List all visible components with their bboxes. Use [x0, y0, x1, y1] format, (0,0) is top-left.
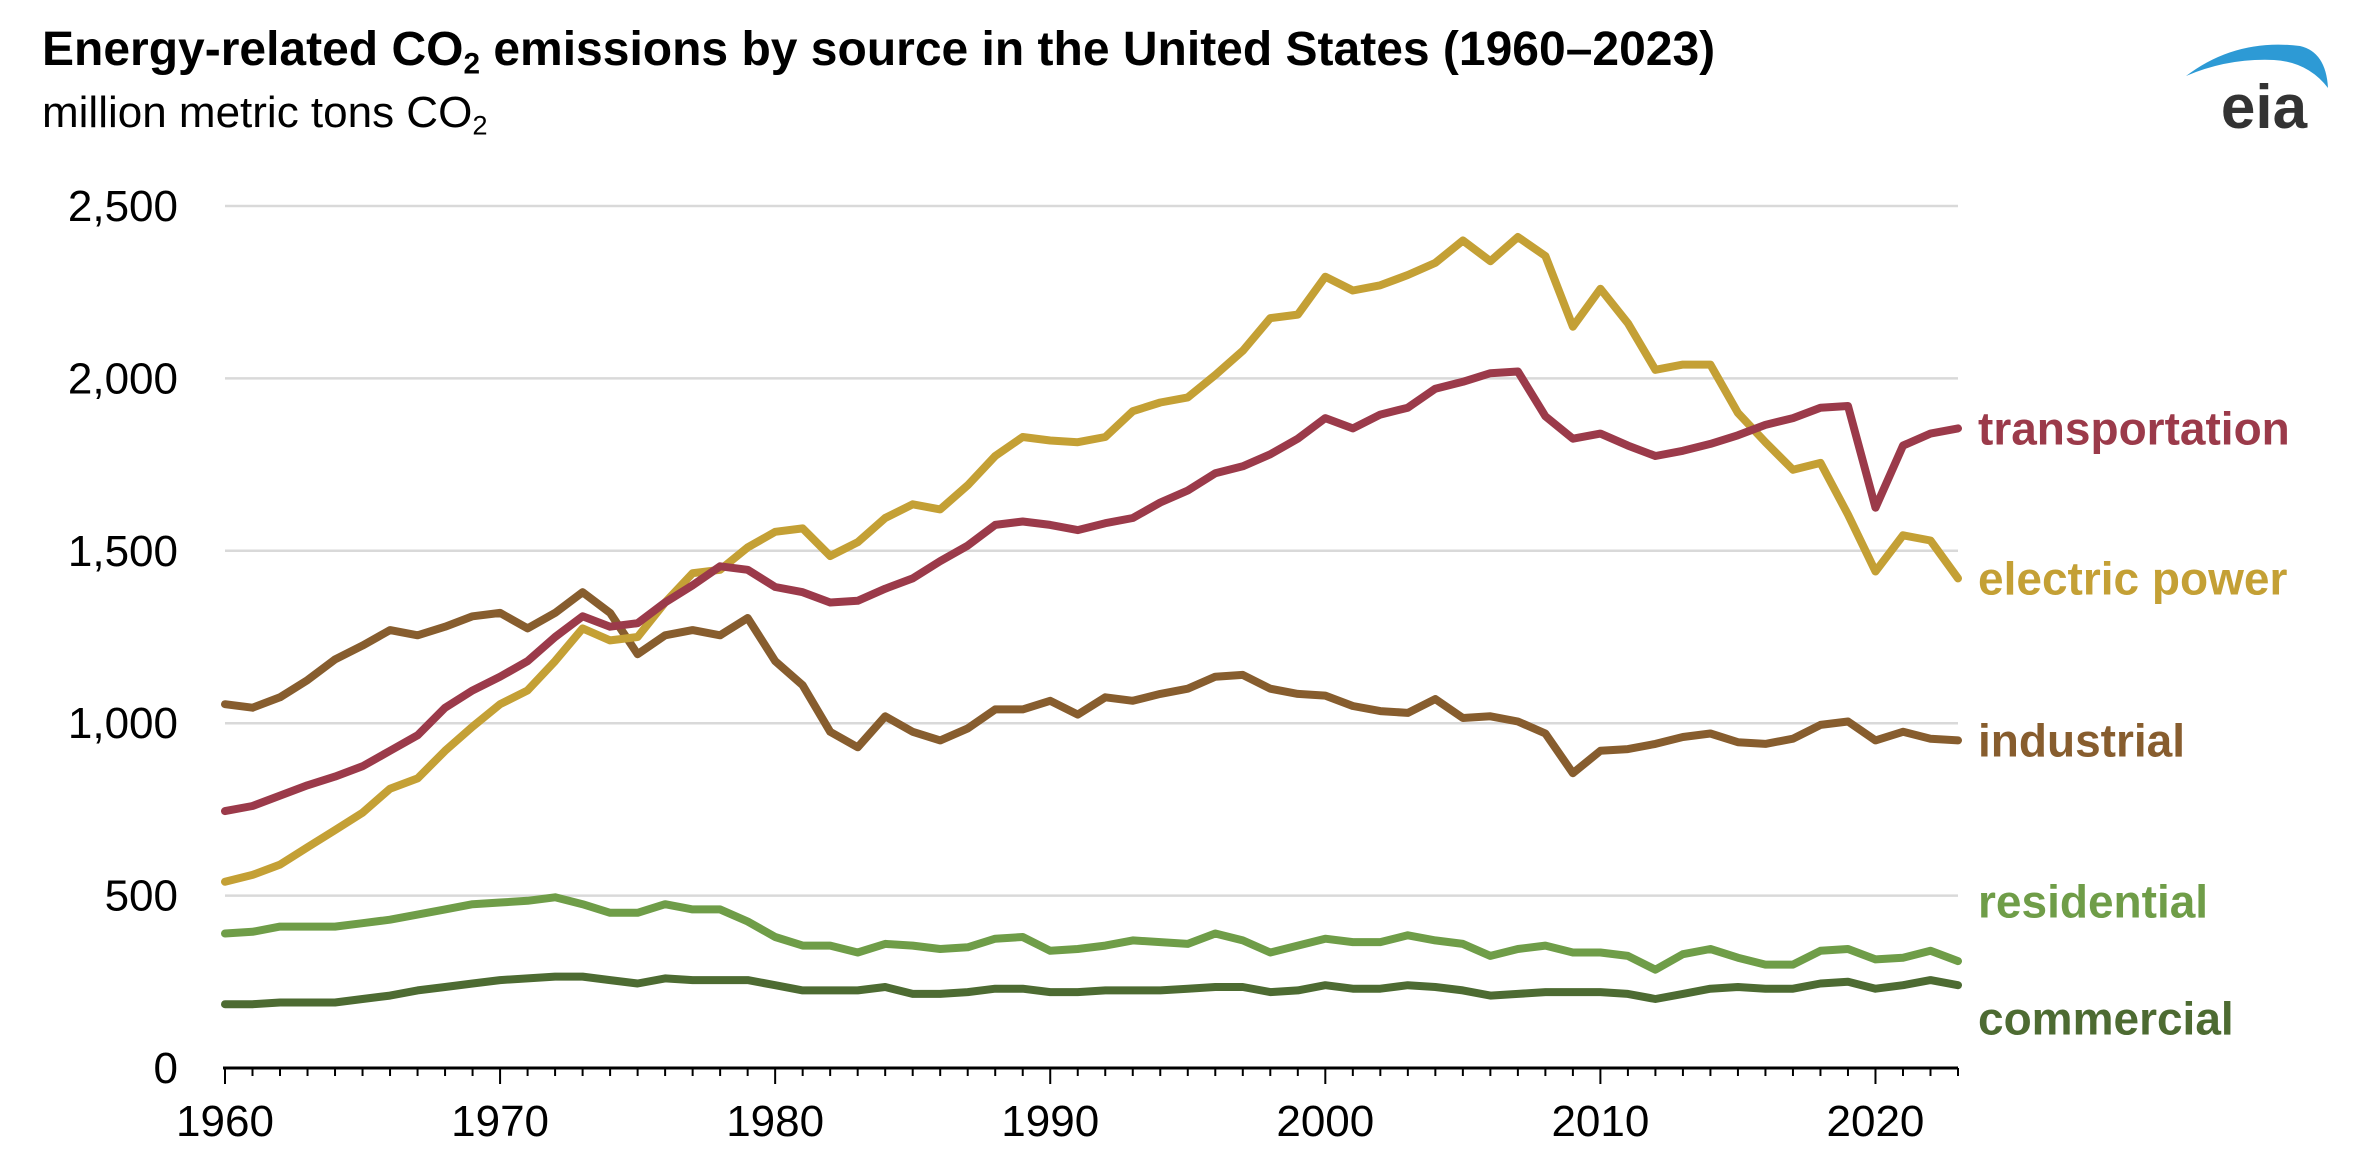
y-tick-label: 1,000 — [68, 699, 178, 748]
series-label-commercial: commercial — [1978, 993, 2234, 1045]
y-tick-label: 500 — [105, 872, 178, 921]
series-line-electric-power — [221, 233, 1962, 886]
x-tick-label: 1990 — [1001, 1097, 1099, 1146]
series-layer — [221, 233, 1962, 1009]
y-tick-label: 2,500 — [68, 182, 178, 231]
y-tick-label: 1,500 — [68, 527, 178, 576]
series-label-transportation: transportation — [1978, 402, 2290, 454]
chart-subtitle: million metric tons CO2 — [42, 88, 488, 141]
series-label-electric-power: electric power — [1978, 552, 2287, 604]
x-tick-label: 1970 — [451, 1097, 549, 1146]
x-tick-label: 2010 — [1551, 1097, 1649, 1146]
grid-layer — [225, 204, 1958, 897]
eia-logo-arc — [2186, 44, 2328, 88]
series-line-transportation — [221, 367, 1962, 816]
y-tick-label: 2,000 — [68, 354, 178, 403]
x-tick-label: 1980 — [726, 1097, 824, 1146]
eia-logo-text: eia — [2221, 73, 2308, 140]
x-tick-label: 2000 — [1276, 1097, 1374, 1146]
series-line-industrial — [221, 588, 1962, 778]
series-line-commercial — [221, 972, 1962, 1009]
chart-title: Energy-related CO2 emissions by source i… — [42, 23, 1716, 81]
eia-logo: eia — [2186, 44, 2328, 140]
series-line-residential — [221, 893, 1962, 974]
series-label-industrial: industrial — [1978, 714, 2185, 766]
series-label-residential: residential — [1978, 876, 2208, 928]
series-label-layer: transportation electric power industrial re… — [1978, 402, 2290, 1044]
x-tick-label: 2020 — [1827, 1097, 1925, 1146]
x-tick-label: 1960 — [176, 1097, 274, 1146]
axis-layer: 0 500 1,000 1,500 2,000 2,500 1960 1970 1980 1990… — [68, 182, 1959, 1146]
y-tick-label: 0 — [154, 1044, 178, 1093]
